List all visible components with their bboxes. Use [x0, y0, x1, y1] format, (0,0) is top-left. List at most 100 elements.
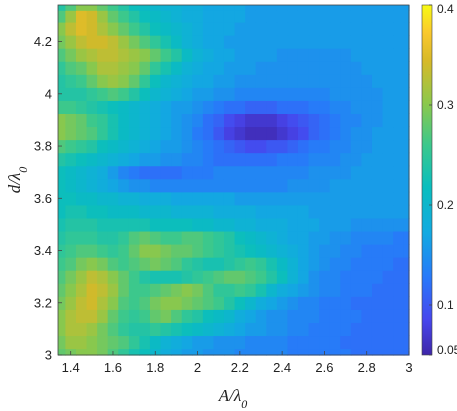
heatmap-cell [266, 335, 278, 350]
heatmap-cell [403, 126, 410, 141]
heatmap-cell [202, 230, 215, 245]
heatmap-cell [118, 152, 130, 167]
heatmap-cell [160, 21, 172, 36]
heatmap-cell [65, 217, 77, 232]
heatmap-cell [371, 61, 384, 75]
heatmap-cell [75, 322, 88, 337]
heatmap-cell [329, 257, 341, 271]
heatmap-cell [297, 87, 310, 101]
heatmap-cell [340, 5, 352, 11]
heatmap-cell [308, 257, 320, 271]
heatmap-cell [160, 296, 172, 310]
heatmap-cell [245, 74, 257, 88]
heatmap-cell [149, 270, 162, 284]
heatmap-cell [329, 335, 341, 350]
heatmap-cell [149, 335, 162, 350]
heatmap-cell [371, 283, 384, 297]
heatmap-cell [171, 126, 183, 141]
heatmap-cell [181, 322, 193, 337]
heatmap-cell [75, 257, 88, 271]
heatmap-cell [223, 204, 236, 219]
heatmap-cell [65, 152, 77, 167]
heatmap-cell [160, 191, 172, 206]
heatmap-cell [350, 257, 363, 271]
heatmap-cell [171, 283, 183, 297]
heatmap-cell [329, 322, 341, 337]
heatmap-cell [266, 230, 278, 245]
heatmap-cell [234, 217, 246, 232]
heatmap-cell [297, 48, 310, 62]
heatmap-cell [223, 178, 236, 193]
heatmap-cell [118, 21, 130, 36]
heatmap-cell [340, 165, 352, 180]
heatmap-cell [181, 191, 193, 206]
heatmap-cell [171, 48, 183, 62]
heatmap-cell [97, 191, 109, 206]
heatmap-cell [245, 87, 257, 101]
heatmap-cell [308, 270, 320, 284]
heatmap-cell [319, 10, 331, 23]
heatmap-cell [65, 139, 77, 154]
heatmap-cell [192, 230, 204, 245]
heatmap-cell [276, 178, 289, 193]
heatmap-cell [223, 35, 236, 49]
heatmap-cell [319, 165, 331, 180]
heatmap-cell [276, 296, 289, 310]
x-axis: 1.4 1.6 1.8 2 2.2 2.4 2.6 2.8 3 [62, 351, 413, 375]
heatmap-cell [75, 152, 88, 167]
heatmap-cell [287, 21, 299, 36]
y-tick-label: 3.8 [34, 139, 52, 154]
heatmap-cell [287, 10, 299, 23]
heatmap-cell [403, 270, 410, 284]
heatmap-cell [149, 61, 162, 75]
heatmap-cell [139, 139, 151, 154]
heatmap-cell [350, 283, 363, 297]
heatmap-cell [308, 87, 320, 101]
heatmap-cell [181, 217, 193, 232]
heatmap-cell [319, 152, 331, 167]
heatmap-cell [192, 10, 204, 23]
heatmap-cell [340, 139, 352, 154]
heatmap-cell [308, 309, 320, 323]
heatmap-cell [393, 178, 405, 193]
heatmap-cell [128, 21, 141, 36]
heatmap-cell [350, 139, 363, 154]
heatmap-cell [213, 35, 225, 49]
heatmap-cell [308, 283, 320, 297]
heatmap-cell [75, 10, 88, 23]
heatmap-cell [97, 309, 109, 323]
heatmap-cell [266, 48, 278, 62]
heatmap-cell [171, 74, 183, 88]
heatmap-cell [340, 230, 352, 245]
heatmap-cell [202, 191, 215, 206]
heatmap-cell [403, 74, 410, 88]
heatmap-cell [192, 48, 204, 62]
heatmap-cell [308, 113, 320, 128]
heatmap-cell [128, 217, 141, 232]
heatmap-cell [255, 100, 267, 114]
heatmap-cell [255, 270, 267, 284]
heatmap-cell [107, 35, 119, 49]
heatmap-cell [234, 309, 246, 323]
heatmap-cell [97, 322, 109, 337]
heatmap-cell [171, 270, 183, 284]
heatmap-cell [181, 283, 193, 297]
heatmap-cell [65, 335, 77, 350]
heatmap-cell [266, 348, 278, 356]
heatmap-cell [308, 296, 320, 310]
heatmap-cell [234, 204, 246, 219]
heatmap-cell [118, 243, 130, 258]
heatmap-cell [329, 178, 341, 193]
heatmap-cell [65, 230, 77, 245]
heatmap-cell [403, 35, 410, 49]
heatmap-cell [75, 61, 88, 75]
heatmap-cell [192, 152, 204, 167]
heatmap-cell [371, 10, 384, 23]
y-tick-label: 4.2 [34, 34, 52, 49]
heatmap-cell [361, 217, 373, 232]
heatmap-cell [213, 322, 225, 337]
heatmap-cell [213, 21, 225, 36]
heatmap-cell [329, 204, 341, 219]
heatmap-cell [58, 230, 67, 245]
heatmap-cell [75, 348, 88, 356]
